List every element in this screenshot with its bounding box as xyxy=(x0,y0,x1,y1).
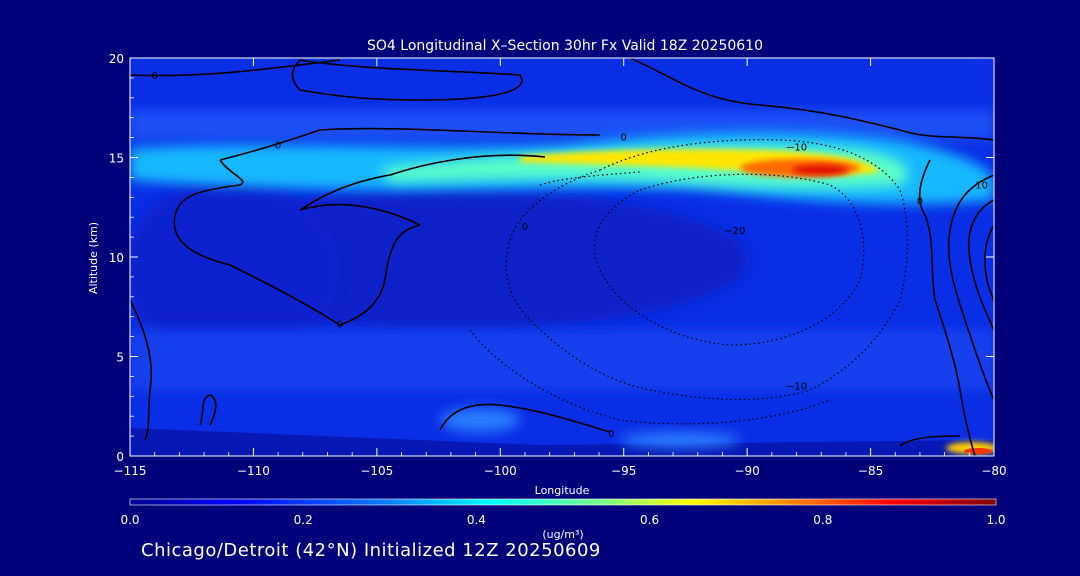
y-tick-label: 20 xyxy=(109,52,124,66)
chart-title: SO4 Longitudinal X–Section 30hr Fx Valid… xyxy=(367,38,763,54)
contour-line xyxy=(130,299,153,441)
y-tick-label: 10 xyxy=(109,251,124,265)
low-concentration-region-west xyxy=(130,180,340,360)
x-tick-label: −80 xyxy=(981,464,1006,478)
contour-line xyxy=(899,435,961,447)
dotted-contours xyxy=(469,139,909,425)
colorbar-tick-label: 1.0 xyxy=(986,513,1005,527)
footer-caption: Chicago/Detroit (42°N) Initialized 12Z 2… xyxy=(141,540,601,561)
contour-label: 0 xyxy=(337,320,343,331)
colorbar-tick-label: 0.6 xyxy=(640,513,659,527)
x-tick-label: −105 xyxy=(360,464,393,478)
colorbar xyxy=(129,498,997,506)
y-tick-label: 0 xyxy=(116,450,124,464)
x-tick-label: −115 xyxy=(114,464,147,478)
upper-layer-band xyxy=(130,110,994,140)
plot-area: 0 0 0 −10 10 0 0 −20 0 −10 0 xyxy=(130,58,994,456)
x-tick-label: −100 xyxy=(484,464,517,478)
x-axis: −115 −110 −105 −100 −95 −90 −85 −80 xyxy=(114,58,1007,478)
colorbar-unit-label: (ug/m³) xyxy=(542,528,583,541)
contour-line xyxy=(968,199,994,331)
contour-line xyxy=(947,174,994,401)
x-tick-label: −110 xyxy=(237,464,270,478)
surface-hotspot xyxy=(964,448,992,454)
contour-label: 10 xyxy=(975,180,988,191)
contour-label: 0 xyxy=(917,196,923,207)
contour-line xyxy=(130,59,523,101)
contour-line-negative xyxy=(505,139,909,401)
colorbar-ticks: 0.0 0.2 0.4 0.6 0.8 1.0 xyxy=(120,513,1005,527)
contour-label: −10 xyxy=(786,143,807,154)
contour-line xyxy=(439,403,611,433)
contour-label: 0 xyxy=(608,429,614,440)
contour-line xyxy=(199,394,217,426)
colorbar-tick-label: 0.0 xyxy=(120,513,139,527)
x-axis-label: Longitude xyxy=(535,484,590,497)
contour-label: 0 xyxy=(522,222,528,233)
colorbar-tick-label: 0.8 xyxy=(813,513,832,527)
contour-line xyxy=(918,159,976,456)
y-tick-label: 15 xyxy=(109,152,124,166)
colorbar-tick-label: 0.2 xyxy=(294,513,313,527)
contour-line xyxy=(984,224,994,306)
x-tick-label: −85 xyxy=(858,464,883,478)
contour-lines xyxy=(130,58,994,456)
y-axis-label: Altitude (km) xyxy=(87,222,100,294)
contour-label: 0 xyxy=(151,71,157,82)
contour-line xyxy=(219,127,601,226)
contour-line xyxy=(629,58,994,141)
surface-patch xyxy=(440,408,520,432)
contour-label: −10 xyxy=(786,381,807,392)
y-tick-label: 5 xyxy=(116,351,124,365)
contour-labels: 0 0 0 −10 10 0 0 −20 0 −10 0 xyxy=(151,71,988,440)
y-axis: 0 5 10 15 20 xyxy=(109,52,994,464)
surface-patch xyxy=(620,432,740,448)
contour-label: 0 xyxy=(621,133,627,144)
lower-layer-band xyxy=(130,330,994,390)
colorbar-tick-label: 0.4 xyxy=(467,513,486,527)
contour-label: 0 xyxy=(275,141,281,152)
contour-line-negative xyxy=(593,173,865,346)
contour-label: −20 xyxy=(724,226,745,237)
x-tick-label: −95 xyxy=(611,464,636,478)
x-tick-label: −90 xyxy=(734,464,759,478)
contour-line xyxy=(173,159,421,326)
surface-strip xyxy=(130,428,994,456)
plume-peak xyxy=(792,165,848,175)
